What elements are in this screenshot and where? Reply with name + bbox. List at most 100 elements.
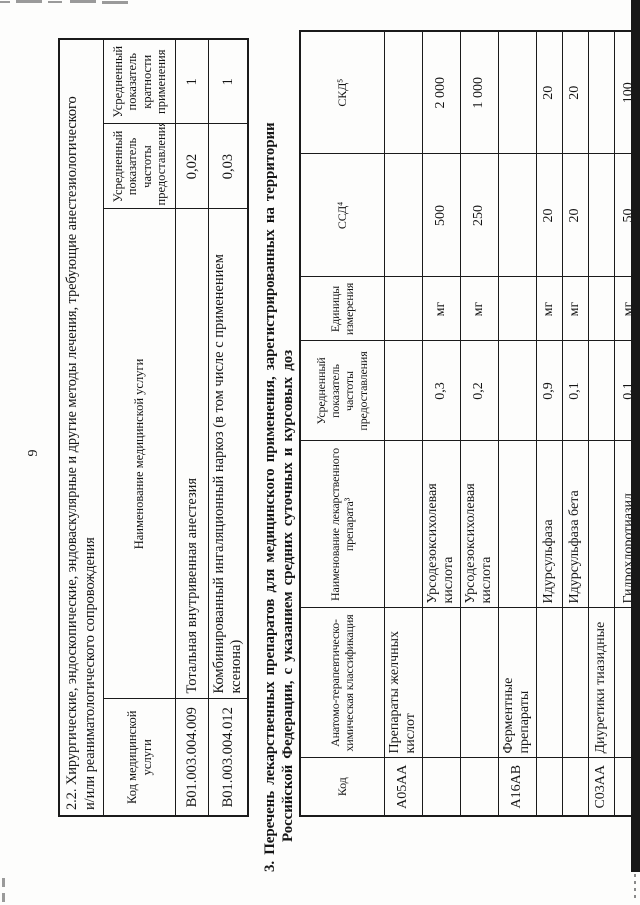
scan-edge-strip: [631, 0, 640, 872]
frequency-cell: [498, 341, 536, 441]
skd-cell: 20: [536, 31, 562, 154]
skd-cell: 20: [562, 31, 588, 154]
table-row: A16AB Ферментные препараты: [498, 31, 536, 816]
ssd-cell: 20: [536, 154, 562, 277]
drug-name-cell: [384, 441, 422, 608]
column-header-service-name: Наименование медицинской услуги: [103, 209, 176, 699]
frequency-cell: 0,3: [422, 341, 460, 441]
column-header-multiplicity: Усредненный показатель кратности примене…: [103, 39, 176, 124]
table-row: A05AA Препараты желчных кислот: [384, 31, 422, 816]
page-number: 9: [26, 448, 41, 457]
scan-edge-dots: [634, 874, 636, 902]
table-row: Урсодезоксихолевая кислота 0,3 мг 500 2 …: [422, 31, 460, 816]
table-row: Урсодезоксихолевая кислота 0,2 мг 250 1 …: [460, 31, 498, 816]
frequency-cell: 0,02: [175, 124, 209, 209]
ssd-cell: 20: [562, 154, 588, 277]
ssd-cell: [498, 154, 536, 277]
atc-code-cell: [562, 758, 588, 816]
ssd-cell: [384, 154, 422, 277]
service-code-cell: B01.003.004.009: [175, 699, 209, 816]
atc-name-cell: Диуретики тиазидные: [588, 608, 614, 758]
caption-line: и/или реаниматологического сопровождения: [82, 537, 98, 810]
table-row: B01.003.004.012 Комбинированный ингаляци…: [208, 39, 248, 816]
atc-name-cell: Препараты желчных кислот: [384, 608, 422, 758]
unit-cell: мг: [536, 277, 562, 341]
column-header-ssd: ССД⁴: [300, 154, 384, 277]
scan-dash-artifact: [70, 0, 96, 3]
multiplicity-cell: 1: [175, 39, 209, 124]
table-header-row: Код медицинской услуги Наименование меди…: [103, 39, 176, 816]
scan-dash-artifact: [48, 1, 62, 3]
scan-dash-artifact: [2, 893, 5, 902]
frequency-cell: [384, 341, 422, 441]
drug-list-table: Код Анатомо-терапевтическо-химическая кл…: [299, 30, 640, 817]
scan-dash-artifact: [0, 1, 10, 3]
drug-name-cell: Урсодезоксихолевая кислота: [422, 441, 460, 608]
ssd-cell: 250: [460, 154, 498, 277]
column-header-frequency: Усредненный показатель частоты предостав…: [300, 341, 384, 441]
section-2-2-caption: 2.2. Хирургические, эндоскопические, энд…: [59, 39, 104, 816]
atc-name-cell: [562, 608, 588, 758]
column-header-drug-name: Наименование лекарственного препарата³: [300, 441, 384, 608]
table-row: B01.003.004.009 Тотальная внутривенная а…: [175, 39, 209, 816]
multiplicity-cell: 1: [208, 39, 248, 124]
skd-cell: 2 000: [422, 31, 460, 154]
service-name-cell: Тотальная внутривенная анестезия: [175, 209, 209, 699]
service-code-cell: B01.003.004.012: [208, 699, 248, 816]
scan-dash-artifact: [16, 0, 42, 3]
frequency-cell: [588, 341, 614, 441]
skd-cell: [588, 31, 614, 154]
skd-cell: 1 000: [460, 31, 498, 154]
column-header-code: Код: [300, 758, 384, 816]
unit-cell: [498, 277, 536, 341]
frequency-cell: 0,1: [562, 341, 588, 441]
atc-code-cell: [460, 758, 498, 816]
atc-code-cell: A05AA: [384, 758, 422, 816]
ssd-cell: 500: [422, 154, 460, 277]
table-header-row: Код Анатомо-терапевтическо-химическая кл…: [300, 31, 384, 816]
column-header-units: Единицы измерения: [300, 277, 384, 341]
drug-name-cell: [498, 441, 536, 608]
heading-line: 3. Перечень лекарственных препаратов для…: [262, 122, 278, 872]
frequency-cell: 0,2: [460, 341, 498, 441]
column-header-frequency: Усредненный показатель частоты предостав…: [103, 124, 176, 209]
column-header-skd: СКД⁵: [300, 31, 384, 154]
table-row: Идурсульфаза бета 0,1 мг 20 20: [562, 31, 588, 816]
table-caption-row: 2.2. Хирургические, эндоскопические, энд…: [59, 39, 104, 816]
scan-dash-artifact: [102, 1, 128, 4]
drug-name-cell: Идурсульфаза: [536, 441, 562, 608]
atc-name-cell: Ферментные препараты: [498, 608, 536, 758]
unit-cell: мг: [562, 277, 588, 341]
heading-line: Российской Федерации, с указанием средни…: [280, 349, 296, 842]
unit-cell: [384, 277, 422, 341]
column-header-service-code: Код медицинской услуги: [103, 699, 176, 816]
atc-code-cell: C03AA: [588, 758, 614, 816]
drug-name-cell: [588, 441, 614, 608]
column-header-atc-classification: Анатомо-терапевтическо-химическая класси…: [300, 608, 384, 758]
drug-name-cell: Идурсульфаза бета: [562, 441, 588, 608]
atc-code-cell: A16AB: [498, 758, 536, 816]
service-name-cell: Комбинированный ингаляционный наркоз (в …: [208, 209, 248, 699]
atc-code-cell: [536, 758, 562, 816]
atc-name-cell: [460, 608, 498, 758]
ssd-cell: [588, 154, 614, 277]
table-row: C03AA Диуретики тиазидные: [588, 31, 614, 816]
caption-line: 2.2. Хирургические, эндоскопические, энд…: [64, 96, 80, 810]
unit-cell: мг: [422, 277, 460, 341]
scan-dash-artifact: [2, 878, 5, 887]
frequency-cell: 0,03: [208, 124, 248, 209]
skd-cell: [498, 31, 536, 154]
unit-cell: [588, 277, 614, 341]
unit-cell: мг: [460, 277, 498, 341]
drug-name-cell: Урсодезоксихолевая кислота: [460, 441, 498, 608]
table-row: Идурсульфаза 0,9 мг 20 20: [536, 31, 562, 816]
atc-code-cell: [422, 758, 460, 816]
frequency-cell: 0,9: [536, 341, 562, 441]
skd-cell: [384, 31, 422, 154]
atc-name-cell: [422, 608, 460, 758]
medical-services-table: 2.2. Хирургические, эндоскопические, энд…: [58, 38, 249, 817]
atc-name-cell: [536, 608, 562, 758]
section-3-heading: 3. Перечень лекарственных препаратов для…: [261, 24, 297, 872]
